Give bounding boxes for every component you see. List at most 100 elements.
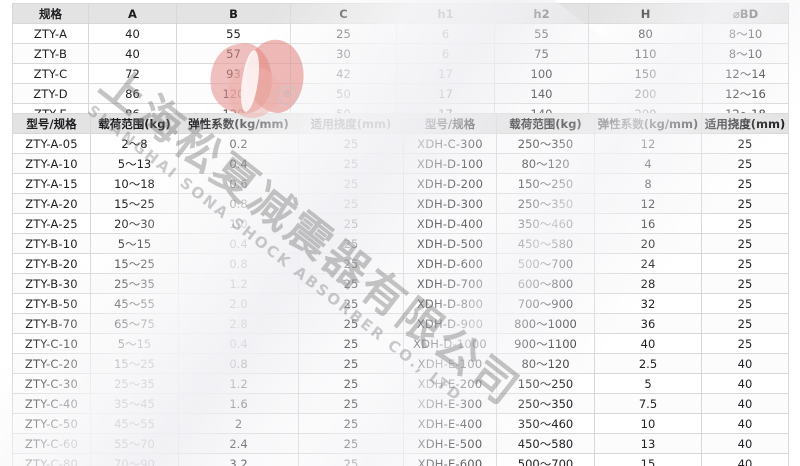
load-cell-r15-c7: 40: [701, 433, 789, 454]
load-cell-r10-c5: 900～1100: [496, 333, 595, 354]
load-cell-r4-c5: 350～460: [496, 213, 595, 234]
load-cell-r13-c3: 25: [298, 393, 404, 414]
load-cell-r12-c1: 25～35: [90, 373, 179, 394]
dim-col-header-6: H: [588, 3, 703, 24]
load-cell-r15-c5: 450～580: [496, 433, 595, 454]
load-cell-r6-c7: 25: [701, 253, 789, 274]
load-cell-r16-c3: 25: [298, 453, 404, 466]
dim-cell-r1-c2: 57: [176, 43, 291, 64]
dim-cell-r1-c1: 40: [88, 43, 177, 64]
load-cell-r16-c1: 70～90: [90, 453, 179, 466]
load-cell-r6-c3: 25: [298, 253, 404, 274]
load-cell-r1-c6: 4: [594, 153, 702, 174]
load-cell-r11-c4: XDH-E-100: [403, 353, 497, 374]
dim-cell-r0-c0: ZTY-A: [12, 23, 89, 44]
table-row: ZTY-C-20 15～25 0.8 25 XDH-E-100 80～120 2.5 40: [12, 353, 789, 374]
load-cell-r11-c5: 80～120: [496, 353, 595, 374]
dim-col-header-4: h1: [396, 3, 495, 24]
load-cell-r16-c0: ZTY-C-80: [12, 453, 91, 466]
load-cell-r6-c6: 24: [594, 253, 702, 274]
table-row: ZTY-C-30 25～35 1.2 25 XDH-E-200 150～250 5 40: [12, 373, 789, 394]
load-cell-r0-c2: 0.2: [178, 133, 299, 154]
table-row: ZTY-C-80 70～90 3.2 25 XDH-E-600 500～700 15 40: [12, 453, 789, 466]
table-row: ZTY-A-05 2～8 0.2 25 XDH-C-300 250～350 12 25: [12, 133, 789, 154]
dim-cell-r0-c6: 80: [588, 23, 703, 44]
load-cell-r16-c5: 500～700: [496, 453, 595, 466]
table-row: ZTY-C 72 93 42 17 100 150 12～14: [12, 63, 789, 84]
dim-col-header-1: A: [88, 3, 177, 24]
load-cell-r4-c4: XDH-D-400: [403, 213, 497, 234]
load-cell-r14-c2: 2: [178, 413, 299, 434]
load-cell-r5-c6: 20: [594, 233, 702, 254]
load-cell-r12-c6: 5: [594, 373, 702, 394]
dimension-table-body: ZTY-A 40 55 25 6 55 80 8～10 ZTY-B 40 57 30 6 75 110 8～1…: [12, 23, 789, 124]
dim-cell-r0-c7: 8～10: [702, 23, 789, 44]
load-cell-r8-c6: 32: [594, 293, 702, 314]
load-col-header-3: 适用挠度(mm): [298, 113, 404, 134]
load-cell-r4-c3: 25: [298, 213, 404, 234]
dim-cell-r3-c5: 140: [494, 83, 589, 104]
load-cell-r10-c2: 0.4: [178, 333, 299, 354]
load-cell-r3-c7: 25: [701, 193, 789, 214]
table-row: ZTY-A 40 55 25 6 55 80 8～10: [12, 23, 789, 44]
load-cell-r0-c0: ZTY-A-05: [12, 133, 91, 154]
load-col-header-0: 型号/规格: [12, 113, 91, 134]
load-cell-r11-c2: 0.8: [178, 353, 299, 374]
load-cell-r1-c1: 5～13: [90, 153, 179, 174]
load-cell-r9-c1: 65～75: [90, 313, 179, 334]
load-cell-r7-c5: 600～800: [496, 273, 595, 294]
load-table-head: 型号/规格 载荷范围(kg) 弹性系数(kg/mm) 适用挠度(mm) 型号/规格 载荷范…: [12, 113, 789, 134]
dim-cell-r2-c6: 150: [588, 63, 703, 84]
load-cell-r8-c5: 700～900: [496, 293, 595, 314]
load-cell-r1-c5: 80～120: [496, 153, 595, 174]
dim-cell-r2-c4: 17: [396, 63, 495, 84]
load-col-header-1: 载荷范围(kg): [90, 113, 179, 134]
load-cell-r9-c7: 25: [701, 313, 789, 334]
load-cell-r15-c3: 25: [298, 433, 404, 454]
load-cell-r5-c3: 25: [298, 233, 404, 254]
load-cell-r11-c7: 40: [701, 353, 789, 374]
load-cell-r3-c0: ZTY-A-20: [12, 193, 91, 214]
load-cell-r4-c7: 25: [701, 213, 789, 234]
dim-cell-r1-c6: 110: [588, 43, 703, 64]
load-cell-r7-c2: 1.2: [178, 273, 299, 294]
load-cell-r13-c5: 250～350: [496, 393, 595, 414]
table-row: ZTY-C-50 45～55 2 25 XDH-E-400 350～460 10 40: [12, 413, 789, 434]
load-cell-r5-c7: 25: [701, 233, 789, 254]
load-cell-r5-c1: 5～15: [90, 233, 179, 254]
dim-cell-r3-c3: 50: [290, 83, 397, 104]
load-cell-r16-c6: 15: [594, 453, 702, 466]
load-cell-r12-c0: ZTY-C-30: [12, 373, 91, 394]
dim-cell-r0-c4: 6: [396, 23, 495, 44]
load-cell-r15-c1: 55～70: [90, 433, 179, 454]
load-cell-r16-c2: 3.2: [178, 453, 299, 466]
load-cell-r13-c4: XDH-E-300: [403, 393, 497, 414]
load-cell-r14-c4: XDH-E-400: [403, 413, 497, 434]
load-cell-r2-c6: 8: [594, 173, 702, 194]
load-cell-r15-c4: XDH-E-500: [403, 433, 497, 454]
dim-cell-r2-c2: 93: [176, 63, 291, 84]
table-row: ZTY-B-10 5～15 0.4 25 XDH-D-500 450～580 20 25: [12, 233, 789, 254]
load-cell-r3-c3: 25: [298, 193, 404, 214]
table-row: ZTY-A-15 10～18 0.6 25 XDH-D-200 150～250 8 25: [12, 173, 789, 194]
dim-cell-r3-c4: 17: [396, 83, 495, 104]
load-cell-r4-c1: 20～30: [90, 213, 179, 234]
load-cell-r2-c1: 10～18: [90, 173, 179, 194]
load-cell-r1-c4: XDH-D-100: [403, 153, 497, 174]
dim-cell-r3-c6: 200: [588, 83, 703, 104]
dim-col-header-2: B: [176, 3, 291, 24]
load-cell-r1-c7: 25: [701, 153, 789, 174]
table-row: ZTY-B 40 57 30 6 75 110 8～10: [12, 43, 789, 64]
load-cell-r14-c6: 10: [594, 413, 702, 434]
load-cell-r2-c0: ZTY-A-15: [12, 173, 91, 194]
dim-cell-r1-c4: 6: [396, 43, 495, 64]
load-cell-r15-c2: 2.4: [178, 433, 299, 454]
load-cell-r12-c3: 25: [298, 373, 404, 394]
dim-cell-r2-c7: 12～14: [702, 63, 789, 84]
load-table: 型号/规格 载荷范围(kg) 弹性系数(kg/mm) 适用挠度(mm) 型号/规格 载荷范…: [12, 113, 789, 466]
dim-cell-r0-c2: 55: [176, 23, 291, 44]
